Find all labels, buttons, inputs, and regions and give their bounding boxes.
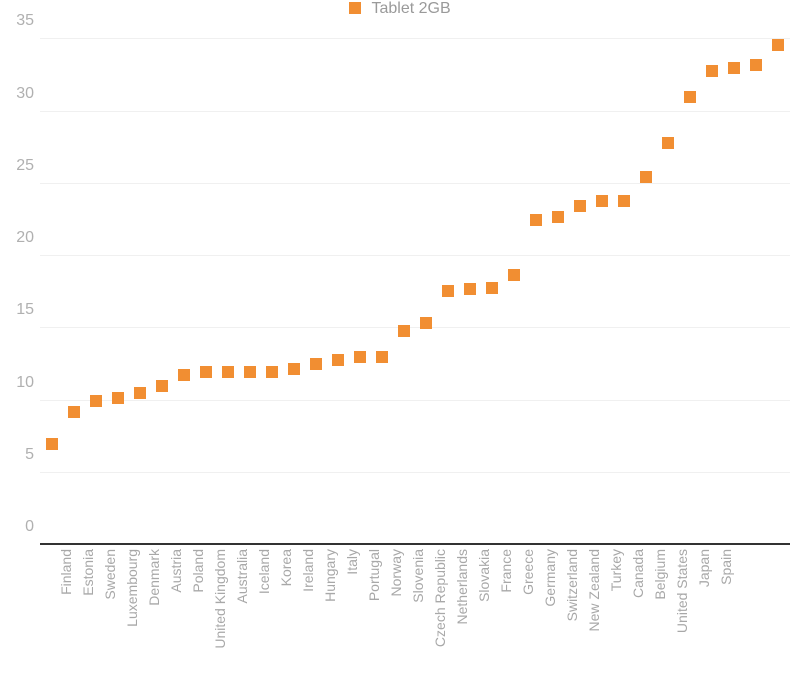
y-tick-label: 35	[16, 12, 34, 30]
x-tick-label: Australia	[234, 545, 250, 603]
x-tick-label: Slovakia	[476, 545, 492, 602]
x-tick-label: Hungary	[322, 545, 338, 602]
data-marker	[68, 406, 80, 418]
data-marker	[596, 195, 608, 207]
y-tick-label: 15	[16, 301, 34, 319]
data-marker	[728, 62, 740, 74]
legend-label: Tablet 2GB	[372, 0, 451, 17]
data-marker	[376, 351, 388, 363]
x-tick-label: Japan	[696, 545, 712, 587]
x-tick-label: Norway	[388, 545, 404, 596]
plot-area: 05101520253035FinlandEstoniaSwedenLuxemb…	[40, 25, 790, 545]
data-marker	[90, 395, 102, 407]
data-marker	[112, 392, 124, 404]
gridline	[40, 472, 790, 473]
data-marker	[398, 325, 410, 337]
x-tick-label: Czech Republic	[432, 545, 448, 647]
data-marker	[662, 137, 674, 149]
data-marker	[442, 285, 454, 297]
data-marker	[288, 363, 300, 375]
data-marker	[200, 366, 212, 378]
gridline	[40, 111, 790, 112]
data-marker	[310, 358, 322, 370]
data-marker	[552, 211, 564, 223]
data-marker	[530, 214, 542, 226]
data-marker	[618, 195, 630, 207]
gridline	[40, 38, 790, 39]
data-marker	[354, 351, 366, 363]
data-marker	[46, 438, 58, 450]
y-tick-label: 30	[16, 85, 34, 103]
data-marker	[178, 369, 190, 381]
x-tick-label: Slovenia	[410, 545, 426, 603]
gridline	[40, 183, 790, 184]
x-tick-label: Finland	[58, 545, 74, 595]
data-marker	[508, 269, 520, 281]
data-marker	[640, 171, 652, 183]
x-tick-label: Poland	[190, 545, 206, 593]
x-tick-label: Ireland	[300, 545, 316, 592]
data-marker	[574, 200, 586, 212]
x-tick-label: Austria	[168, 545, 184, 593]
x-tick-label: Estonia	[80, 545, 96, 596]
y-tick-label: 25	[16, 157, 34, 175]
x-tick-label: New Zealand	[586, 545, 602, 632]
gridline	[40, 327, 790, 328]
y-tick-label: 5	[25, 446, 34, 464]
data-marker	[332, 354, 344, 366]
data-marker	[486, 282, 498, 294]
x-tick-label: Switzerland	[564, 545, 580, 621]
gridline	[40, 255, 790, 256]
x-tick-label: Luxembourg	[124, 545, 140, 627]
data-marker	[244, 366, 256, 378]
x-tick-label: Germany	[542, 545, 558, 607]
legend: Tablet 2GB	[0, 0, 800, 18]
y-tick-label: 0	[25, 518, 34, 536]
x-tick-label: Iceland	[256, 545, 272, 594]
x-tick-label: Korea	[278, 545, 294, 586]
x-tick-label: Sweden	[102, 545, 118, 600]
x-tick-label: Belgium	[652, 545, 668, 600]
x-tick-label: Spain	[718, 545, 734, 585]
data-marker	[156, 380, 168, 392]
y-tick-label: 20	[16, 229, 34, 247]
x-tick-label: Netherlands	[454, 545, 470, 625]
x-tick-label: Portugal	[366, 545, 382, 601]
gridline	[40, 400, 790, 401]
data-marker	[134, 387, 146, 399]
x-tick-label: France	[498, 545, 514, 593]
x-tick-label: Greece	[520, 545, 536, 595]
x-tick-label: United States	[674, 545, 690, 633]
data-marker	[772, 39, 784, 51]
chart-container: Tablet 2GB 05101520253035FinlandEstoniaS…	[0, 0, 800, 685]
x-tick-label: Italy	[344, 545, 360, 575]
data-marker	[266, 366, 278, 378]
data-marker	[420, 317, 432, 329]
data-marker	[706, 65, 718, 77]
data-marker	[750, 59, 762, 71]
x-tick-label: Canada	[630, 545, 646, 598]
x-tick-label: Denmark	[146, 545, 162, 606]
x-tick-label: United Kingdom	[212, 545, 228, 649]
data-marker	[684, 91, 696, 103]
data-marker	[222, 366, 234, 378]
data-marker	[464, 283, 476, 295]
legend-swatch	[349, 2, 361, 14]
y-tick-label: 10	[16, 374, 34, 392]
x-tick-label: Turkey	[608, 545, 624, 591]
